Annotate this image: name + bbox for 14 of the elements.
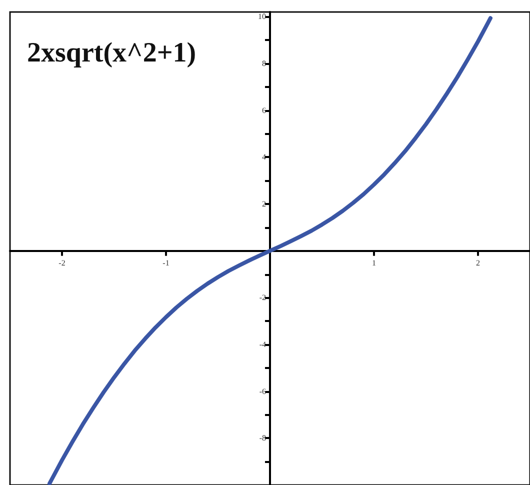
text: 2xsqrt(x^2+1) [27, 38, 196, 68]
x-tick-label: 2 [476, 258, 480, 268]
y-tick-label: 10 [258, 12, 266, 22]
x-tick-label: -2 [58, 258, 66, 268]
y-tick-label: -4 [259, 340, 266, 350]
y-tick-label: -2 [259, 293, 266, 302]
y-tick-label: -8 [259, 434, 266, 443]
y-tick-label: 6 [262, 106, 266, 115]
x-tick-label: 1 [372, 258, 376, 268]
y-tick-label: -6 [259, 386, 266, 396]
y-tick-label: 2 [262, 200, 266, 209]
y-tick-label: 8 [262, 59, 266, 68]
y-tick-label: 4 [262, 152, 266, 162]
x-tick-label: -1 [162, 258, 170, 268]
